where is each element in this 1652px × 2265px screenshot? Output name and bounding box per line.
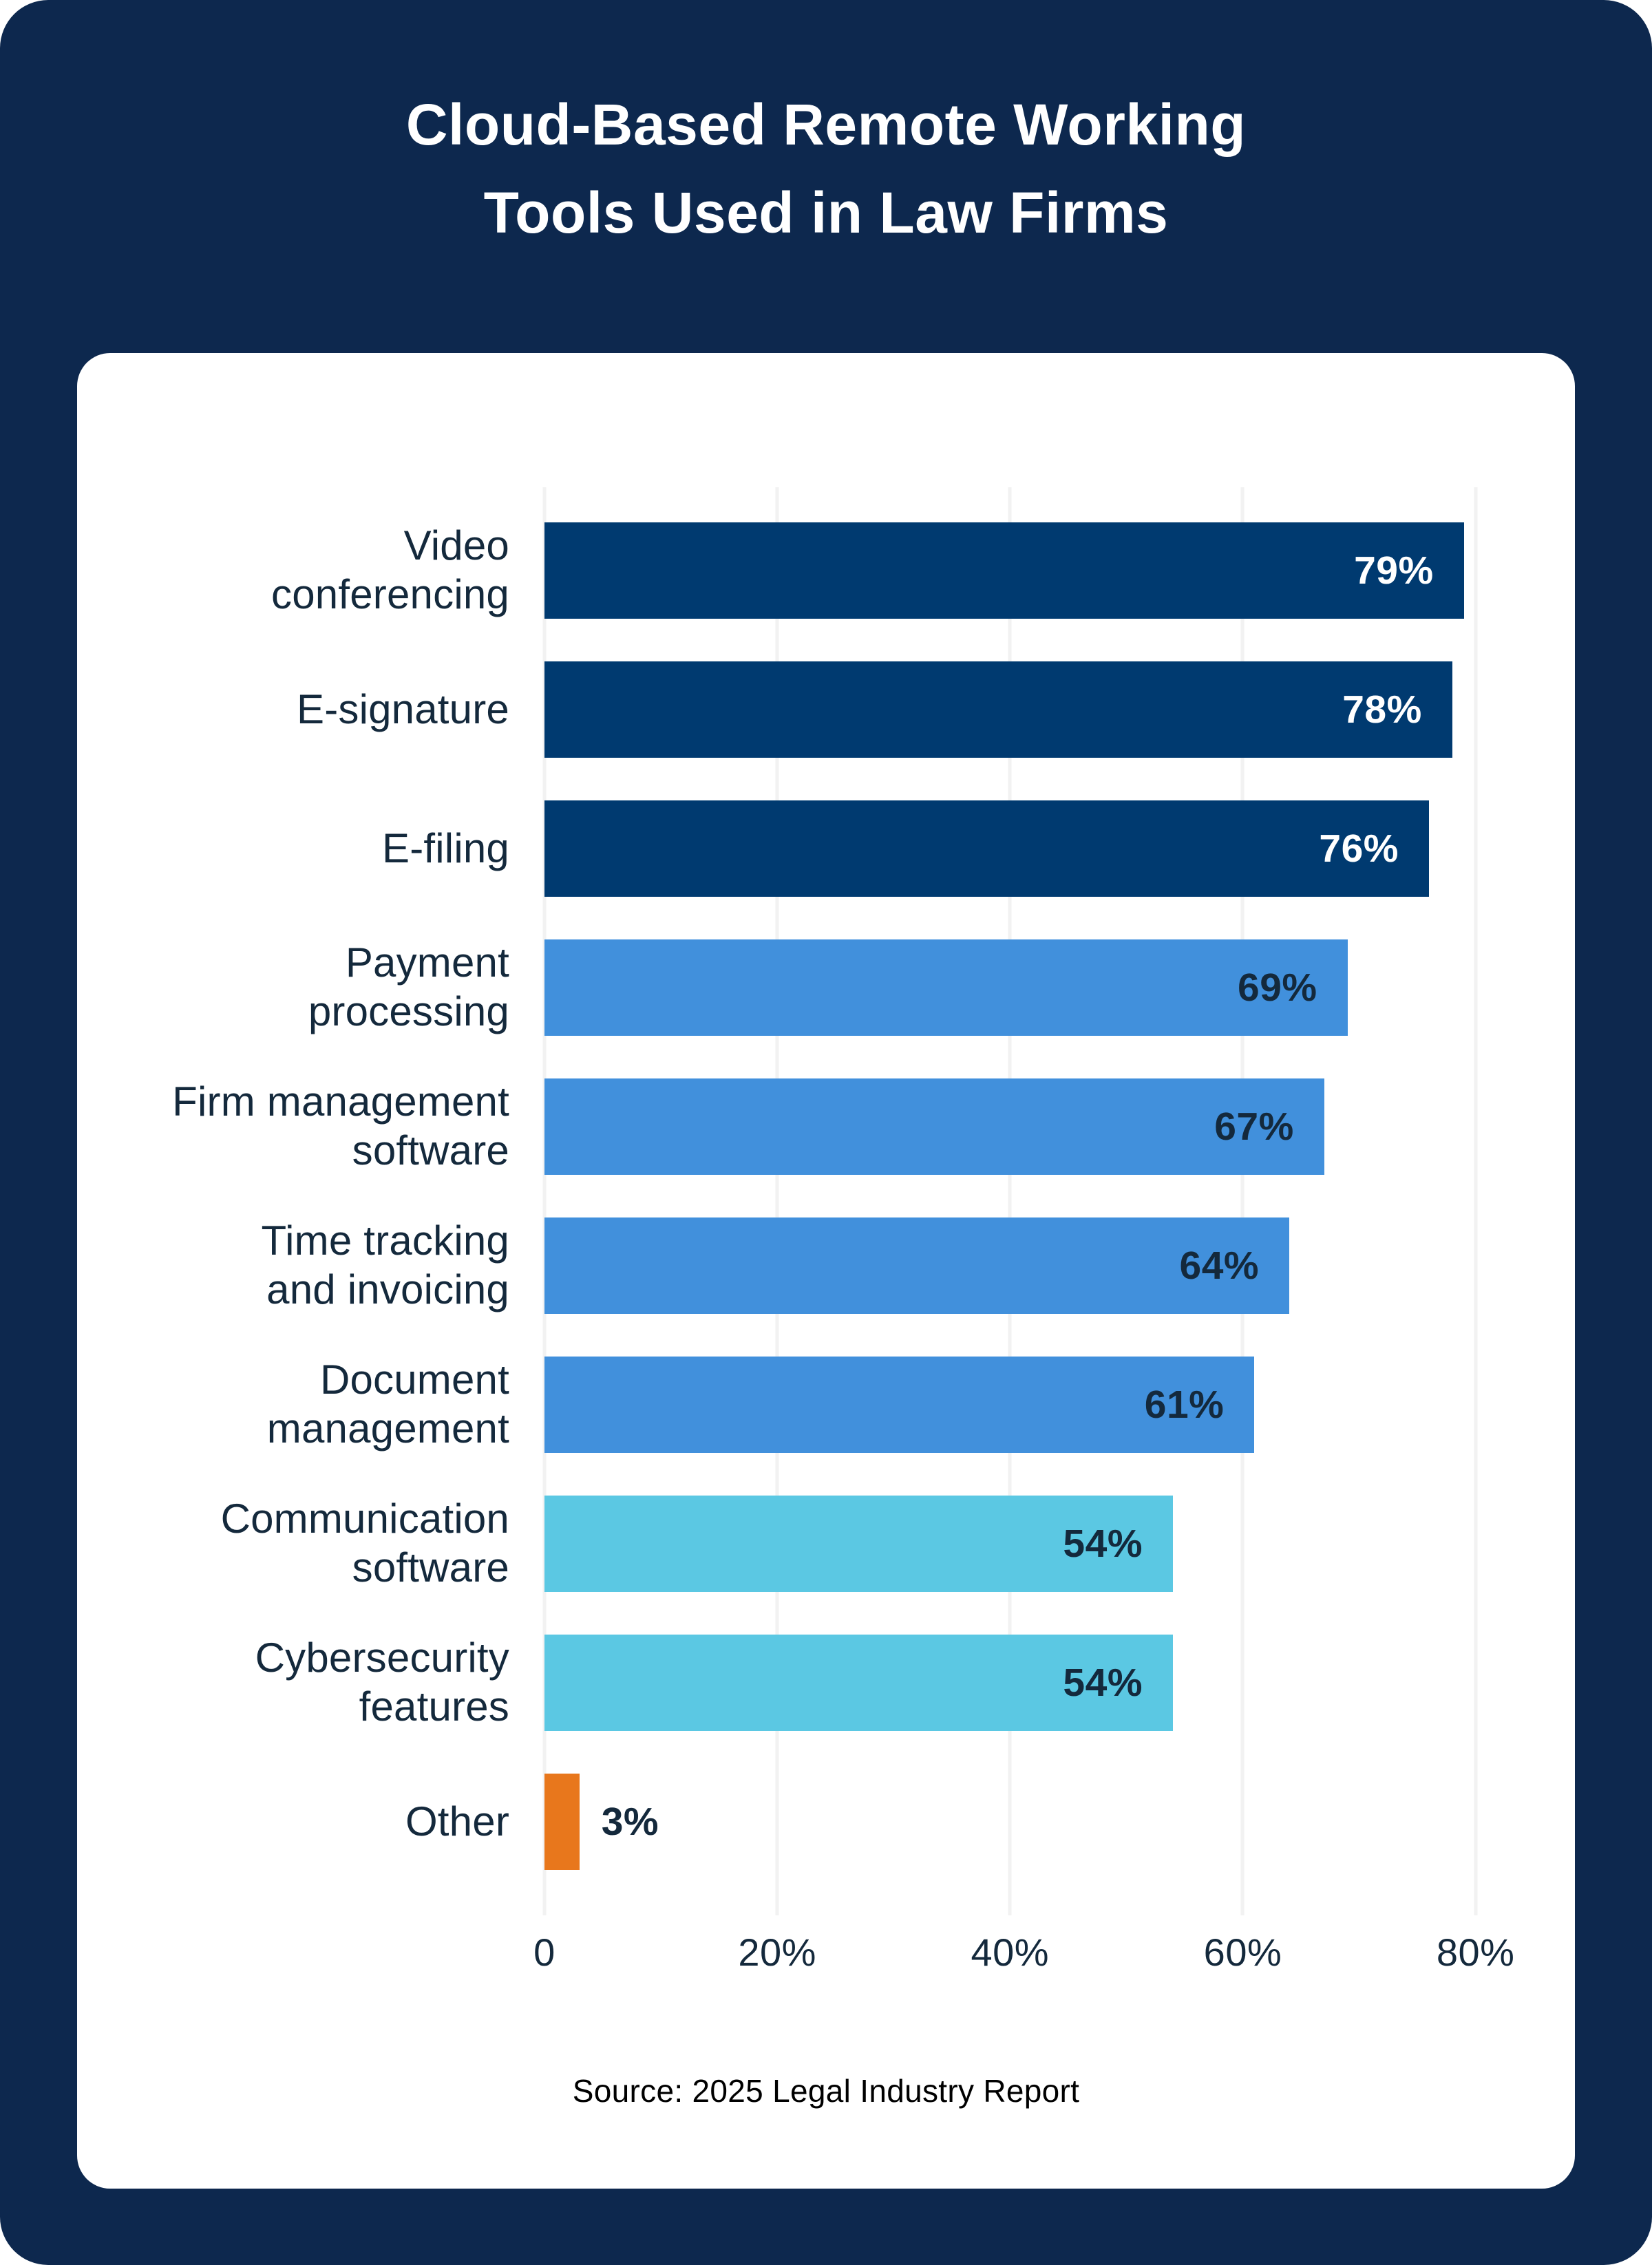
gridline xyxy=(1474,487,1478,1915)
bar-track: 76% xyxy=(544,800,1542,897)
category-label: Cybersecurity features xyxy=(255,1635,509,1730)
chart-row: Time tracking and invoicing 64% xyxy=(77,1196,1542,1335)
bar-track: 61% xyxy=(544,1357,1542,1453)
axis-tick-label: 20% xyxy=(738,1931,816,1974)
category-label: Time tracking and invoicing xyxy=(261,1217,509,1312)
value-label: 67% xyxy=(1214,1105,1294,1149)
value-label: 64% xyxy=(1179,1244,1260,1288)
value-label: 69% xyxy=(1238,966,1317,1010)
value-label: 3% xyxy=(601,1800,659,1844)
axis-tick-label: 0 xyxy=(533,1931,555,1974)
bar-track: 79% xyxy=(544,522,1542,619)
bar: 64% xyxy=(544,1217,1290,1314)
chart-rows: Video conferencing 79% E-signature 78% E-fil… xyxy=(77,501,1542,1891)
bar-track: 64% xyxy=(544,1217,1542,1314)
bar-track: 54% xyxy=(544,1635,1542,1731)
value-label: 76% xyxy=(1319,827,1399,871)
chart-row: Cybersecurity features 54% xyxy=(77,1613,1542,1752)
bar: 67% xyxy=(544,1078,1324,1175)
grid-layer xyxy=(542,487,1542,1915)
x-axis: 0 20% 40% 60% 80% xyxy=(533,1930,1542,1974)
axis-tick-label: 80% xyxy=(1436,1931,1515,1974)
chart-row: Payment processing 69% xyxy=(77,918,1542,1057)
value-label: 54% xyxy=(1063,1661,1143,1705)
value-label: 61% xyxy=(1144,1383,1225,1427)
chart-row: E-signature 78% xyxy=(77,640,1542,779)
category-label: E-filing xyxy=(382,825,509,871)
bar-track: 78% xyxy=(544,661,1542,758)
value-label: 78% xyxy=(1342,688,1422,732)
chart-row: Firm management software 67% xyxy=(77,1057,1542,1196)
bar: 79% xyxy=(544,522,1464,619)
bar: 54% xyxy=(544,1635,1174,1731)
bar: 78% xyxy=(544,661,1452,758)
bar-track: 67% xyxy=(544,1078,1542,1175)
bar: 76% xyxy=(544,800,1429,897)
bar-track: 54% xyxy=(544,1496,1542,1592)
chart-row: Document management 61% xyxy=(77,1335,1542,1474)
bar-chart: Video conferencing 79% E-signature 78% E-fil… xyxy=(77,487,1542,1974)
source-note: Source: 2025 Legal Industry Report xyxy=(572,2073,1080,2109)
gridline xyxy=(775,487,779,1915)
gridline xyxy=(1240,487,1245,1915)
chart-row: E-filing 76% xyxy=(77,779,1542,918)
gridline xyxy=(542,487,547,1915)
gridline xyxy=(1008,487,1012,1915)
chart-row: Video conferencing 79% xyxy=(77,501,1542,640)
category-label: Other xyxy=(405,1798,509,1844)
chart-row: Communication software 54% xyxy=(77,1474,1542,1613)
value-label: 54% xyxy=(1063,1522,1143,1566)
axis-tick-label: 60% xyxy=(1203,1931,1282,1974)
bar xyxy=(544,1774,580,1870)
category-label: Communication software xyxy=(220,1496,509,1591)
page-title: Cloud-Based Remote Working Tools Used in… xyxy=(405,92,1247,245)
axis-tick-label: 40% xyxy=(971,1931,1050,1974)
category-label: Firm management software xyxy=(172,1078,509,1173)
category-label: Document management xyxy=(266,1357,509,1451)
bar: 69% xyxy=(544,939,1348,1036)
bar: 54% xyxy=(544,1496,1174,1592)
chart-row: Other 3% xyxy=(77,1752,1542,1891)
category-label: Video conferencing xyxy=(271,522,509,617)
value-label: 79% xyxy=(1354,549,1434,593)
chart-card: Video conferencing 79% E-signature 78% E-fil… xyxy=(77,353,1575,2189)
bar: 61% xyxy=(544,1357,1255,1453)
bar-track: 69% xyxy=(544,939,1542,1036)
category-label: E-signature xyxy=(296,685,509,732)
category-label: Payment processing xyxy=(308,939,509,1034)
bar-track: 3% xyxy=(544,1774,1542,1870)
